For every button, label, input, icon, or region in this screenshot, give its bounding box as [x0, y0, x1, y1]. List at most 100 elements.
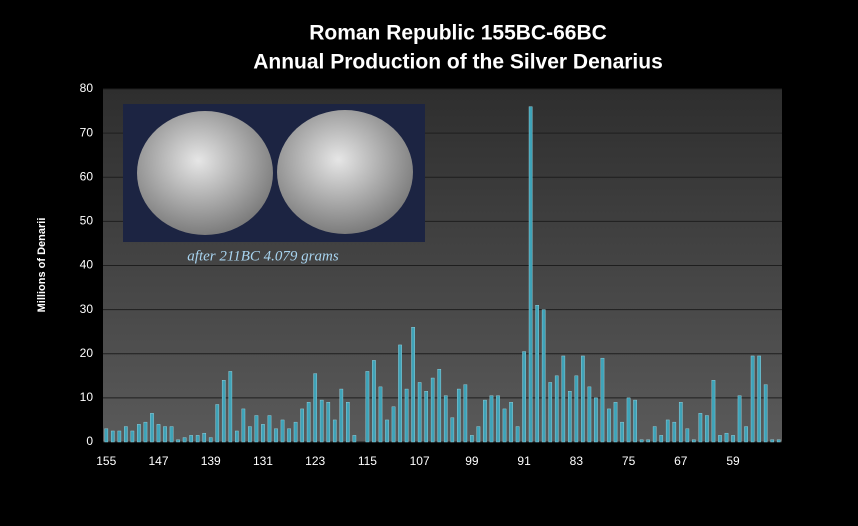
bar	[287, 428, 291, 443]
y-tick-label: 50	[80, 214, 94, 228]
bar	[208, 437, 213, 443]
bar	[404, 388, 409, 443]
y-tick-label: 20	[80, 346, 94, 360]
bar	[678, 402, 683, 443]
bar	[496, 395, 500, 443]
bar	[391, 406, 396, 443]
bar	[607, 408, 611, 443]
x-tick-label: 115	[358, 454, 377, 468]
x-tick-label: 155	[96, 454, 116, 468]
bar	[626, 397, 631, 443]
bar	[594, 397, 598, 443]
bar	[443, 395, 448, 443]
bar	[104, 428, 109, 443]
y-tick-label: 10	[80, 390, 94, 404]
bar	[476, 426, 481, 443]
y-tick-label: 70	[80, 125, 94, 139]
bar	[620, 421, 624, 443]
bar	[182, 437, 187, 443]
bar	[110, 430, 115, 443]
bar	[398, 344, 402, 443]
bar	[235, 430, 239, 443]
bar	[339, 388, 344, 443]
bar	[502, 408, 507, 443]
bar	[456, 388, 461, 443]
bar	[137, 424, 141, 443]
bar	[313, 373, 318, 443]
y-axis-label: Millions of Denarii	[36, 218, 48, 313]
bar	[613, 402, 618, 443]
bar	[378, 386, 383, 443]
bar	[737, 395, 742, 443]
y-tick-label: 30	[80, 302, 94, 316]
bar	[757, 355, 761, 443]
bar	[633, 399, 637, 443]
bar	[241, 408, 246, 443]
bar	[489, 395, 494, 443]
bar	[698, 413, 703, 443]
bar	[156, 424, 161, 443]
x-tick-label: 91	[517, 454, 531, 468]
chart-title: Roman Republic 155BC-66BC	[309, 22, 607, 45]
bar	[692, 439, 696, 443]
bar	[731, 435, 735, 443]
bar	[724, 432, 729, 443]
bar	[215, 404, 220, 443]
bar	[130, 430, 135, 443]
x-tick-label: 107	[410, 454, 430, 468]
bar	[750, 355, 755, 443]
y-tick-label: 60	[80, 169, 94, 183]
bar	[718, 435, 722, 443]
bar	[385, 419, 389, 443]
x-tick-label: 99	[465, 454, 479, 468]
bar	[587, 386, 592, 443]
bar	[672, 421, 677, 443]
bar	[554, 375, 559, 443]
bar	[646, 439, 650, 443]
bar	[711, 380, 716, 443]
bar	[528, 106, 533, 443]
bar	[567, 391, 572, 443]
bar	[483, 399, 487, 443]
bar	[744, 426, 748, 443]
bar	[189, 435, 193, 443]
bar	[763, 384, 768, 443]
bar	[176, 439, 180, 443]
y-tick-label: 80	[80, 81, 94, 95]
bar	[221, 380, 226, 443]
bar	[195, 435, 200, 443]
y-tick-label: 0	[86, 434, 93, 448]
bar	[450, 417, 455, 443]
bar	[430, 377, 435, 443]
bar	[561, 355, 566, 443]
bar	[319, 399, 324, 443]
bar	[541, 309, 546, 443]
x-tick-label: 83	[570, 454, 584, 468]
bar	[169, 426, 174, 443]
y-tick-label: 40	[80, 258, 94, 272]
x-tick-label: 147	[148, 454, 168, 468]
bar	[332, 419, 337, 443]
bar	[306, 402, 311, 443]
bar	[424, 391, 429, 443]
x-tick-label: 75	[622, 454, 636, 468]
x-tick-label: 59	[726, 454, 740, 468]
bar	[515, 426, 520, 443]
bar	[248, 426, 252, 443]
bar	[437, 368, 442, 443]
bar	[548, 382, 553, 443]
bar	[659, 435, 664, 443]
bar	[665, 419, 670, 443]
bar	[365, 371, 370, 443]
coin-photo	[123, 104, 425, 242]
bar	[639, 439, 644, 443]
x-tick-label: 139	[201, 454, 221, 468]
bar	[280, 419, 285, 443]
bar	[509, 402, 513, 443]
bar	[685, 428, 690, 443]
bar	[267, 415, 272, 443]
bar	[117, 430, 122, 443]
bar	[411, 327, 415, 443]
bar	[293, 421, 298, 443]
bar	[372, 360, 376, 443]
